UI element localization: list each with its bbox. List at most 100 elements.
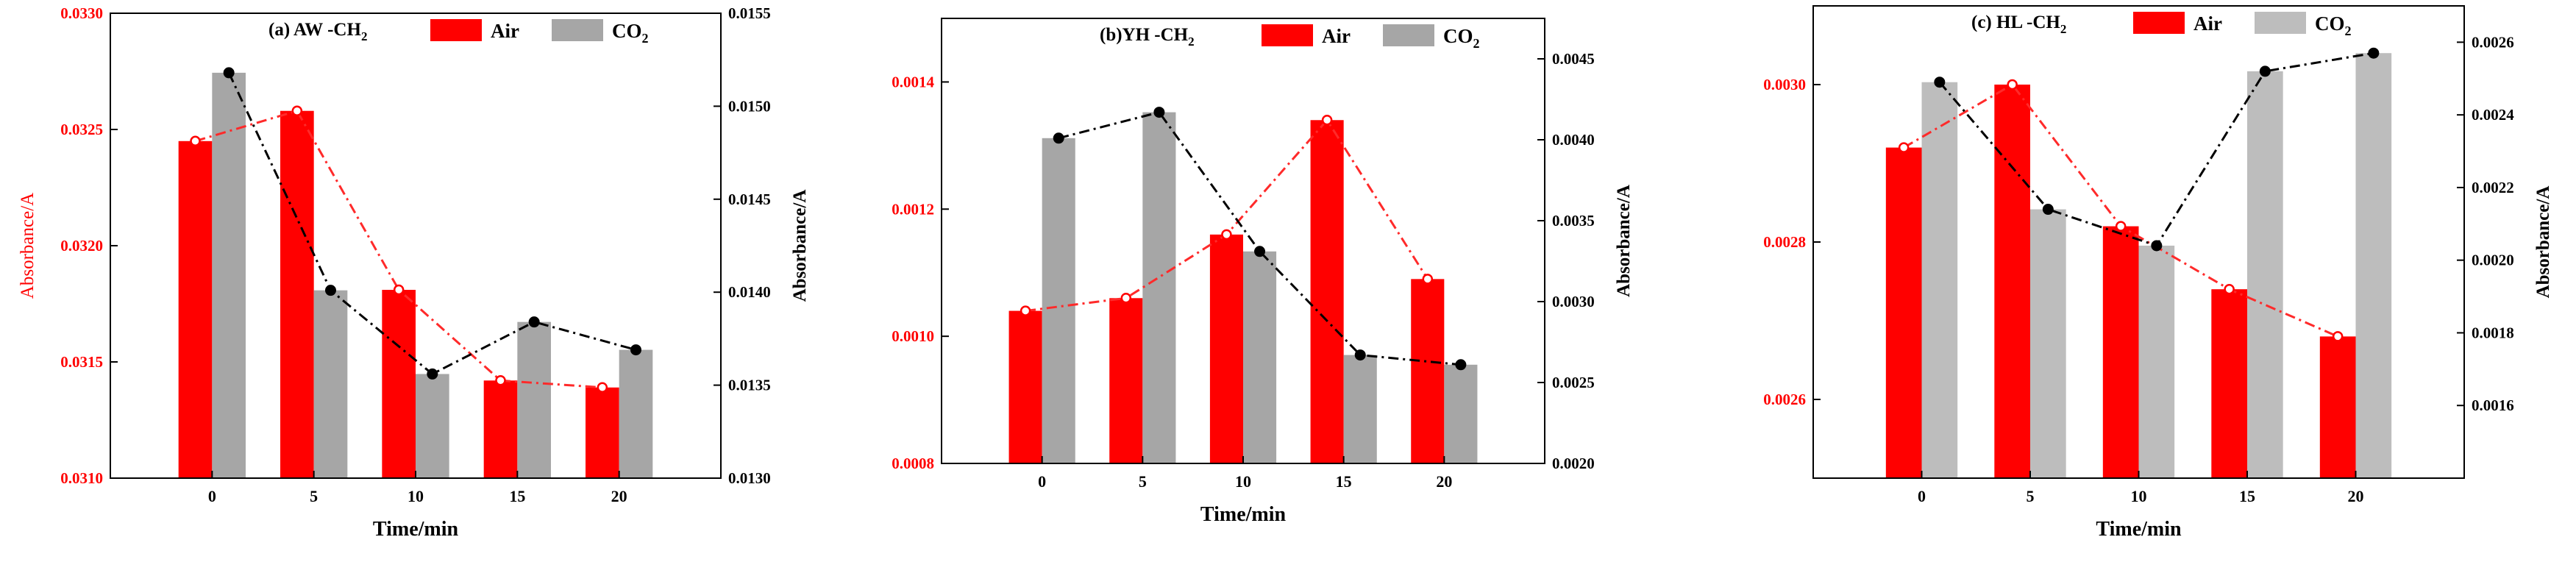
co2-point-5 [2042, 204, 2054, 216]
chart-panel-a: 0.0310 0.0315 0.0320 0.0325 0.0330 0.0130 0.01… [18, 4, 809, 541]
left-axis-label: Absorbance/A [18, 193, 38, 299]
co2-bar-10 [416, 374, 449, 478]
air-bar-15 [2211, 289, 2247, 478]
right-tick-label: 0.0045 [1552, 50, 1595, 68]
legend-co2-sub: 2 [1473, 36, 1480, 51]
legend-air-label: Air [2193, 13, 2222, 35]
legend-co2-sub: 2 [642, 31, 649, 46]
x-tick-label: 20 [2348, 487, 2364, 505]
x-tick-label: 20 [611, 487, 627, 505]
right-tick-label: 0.0145 [728, 191, 771, 208]
right-tick-label: 0.0130 [728, 469, 771, 487]
legend-co2-label: CO2 [2315, 13, 2352, 38]
co2-bar-10 [1243, 251, 1277, 463]
legend-co2-label: CO2 [1443, 25, 1480, 51]
co2-bar-10 [2138, 245, 2175, 478]
air-trend-line [195, 109, 602, 389]
air-bar-5 [280, 110, 314, 478]
right-tick-label: 0.0150 [728, 97, 771, 115]
air-point-0 [190, 135, 201, 147]
right-axis-label: Absorbance/A [790, 190, 809, 302]
chart-title-sub: 2 [2060, 22, 2067, 36]
x-axis-label: Time/min [373, 518, 459, 541]
co2-bar-15 [1343, 355, 1377, 463]
air-point-20 [1422, 274, 1434, 285]
legend-co2-swatch [552, 19, 603, 41]
chart-panel-c: 0.0026 0.0028 0.0030 0.0016 0.0018 0.0020 0.00… [1763, 5, 2553, 541]
left-tick-label: 0.0014 [892, 73, 934, 90]
air-point-10 [393, 284, 405, 296]
air-bar-15 [483, 380, 518, 478]
co2-bar-20 [2355, 53, 2392, 478]
right-tick-label: 0.0040 [1552, 131, 1595, 149]
right-tick-label: 0.0030 [1552, 293, 1595, 310]
co2-point-20 [1455, 359, 1467, 371]
x-tick-label: 20 [1436, 472, 1452, 491]
co2-point-5 [324, 285, 336, 296]
left-tick-label: 0.0315 [60, 353, 103, 371]
co2-bar-5 [313, 290, 348, 478]
legend-air-swatch [430, 19, 482, 41]
air-bar-0 [1008, 310, 1042, 463]
air-bar-0 [1885, 147, 1922, 478]
co2-point-20 [630, 344, 641, 356]
x-tick-label: 15 [2239, 487, 2255, 505]
co2-trend-line [1058, 110, 1462, 366]
legend-air-label: Air [1322, 25, 1351, 47]
co2-bar-15 [2247, 71, 2283, 478]
air-bar-20 [1411, 279, 1445, 463]
right-axis-label: Absorbance/A [1614, 185, 1634, 297]
air-point-10 [2115, 221, 2127, 232]
co2-bar-20 [619, 349, 653, 478]
right-tick-label: 0.0022 [2472, 179, 2514, 196]
co2-bar-0 [1921, 82, 1958, 478]
co2-bar-5 [1142, 112, 1176, 463]
air-point-5 [2007, 79, 2018, 90]
co2-bar-20 [1444, 364, 1478, 463]
legend-co2-sub: 2 [2345, 24, 2352, 38]
chart-title-main: (b)YH -CH [1100, 25, 1189, 45]
right-tick-label: 0.0020 [2472, 252, 2514, 269]
air-point-10 [1221, 229, 1232, 241]
x-axis-label: Time/min [1200, 503, 1287, 526]
x-tick-label: 5 [2027, 487, 2035, 505]
right-tick-label: 0.0016 [2472, 396, 2514, 414]
left-tick-label: 0.0325 [60, 121, 103, 138]
chart-title: (a) AW -CH2 [268, 20, 367, 43]
co2-point-15 [528, 316, 540, 328]
x-tick-label: 15 [509, 487, 525, 505]
legend-co2-swatch [1383, 24, 1434, 46]
air-point-5 [291, 105, 303, 116]
legend-co2-main: CO [612, 20, 642, 42]
x-tick-label: 10 [2131, 487, 2147, 505]
co2-point-10 [1254, 246, 1266, 257]
air-bar-5 [1994, 85, 2030, 478]
chart-title-main: (a) AW -CH [268, 20, 361, 40]
air-bar-20 [2319, 336, 2356, 478]
co2-point-0 [223, 67, 235, 79]
air-point-20 [597, 382, 608, 394]
x-tick-label: 10 [1235, 472, 1251, 491]
co2-point-5 [1153, 107, 1165, 118]
legend-air-swatch [1262, 24, 1313, 46]
right-tick-label: 0.0026 [2472, 33, 2514, 51]
chart-panel-b: 0.0008 0.0010 0.0012 0.0014 0.0020 0.0025 0.00… [892, 18, 1634, 526]
right-tick-label: 0.0035 [1552, 212, 1595, 230]
co2-bar-0 [212, 72, 246, 478]
x-tick-label: 0 [1918, 487, 1926, 505]
co2-bar-15 [517, 321, 551, 478]
co2-point-15 [1354, 349, 1366, 361]
air-point-15 [1321, 115, 1333, 126]
air-point-15 [2224, 283, 2235, 295]
air-point-0 [1898, 142, 1910, 153]
legend-co2-label: CO2 [612, 20, 649, 46]
air-point-20 [2332, 331, 2344, 342]
co2-point-15 [2259, 65, 2271, 77]
air-bar-5 [1109, 298, 1143, 463]
co2-point-0 [1053, 132, 1064, 144]
x-tick-label: 5 [1139, 472, 1147, 491]
legend-co2-swatch [2255, 12, 2306, 34]
legend-co2-main: CO [1443, 25, 1473, 47]
right-tick-label: 0.0135 [728, 377, 771, 394]
